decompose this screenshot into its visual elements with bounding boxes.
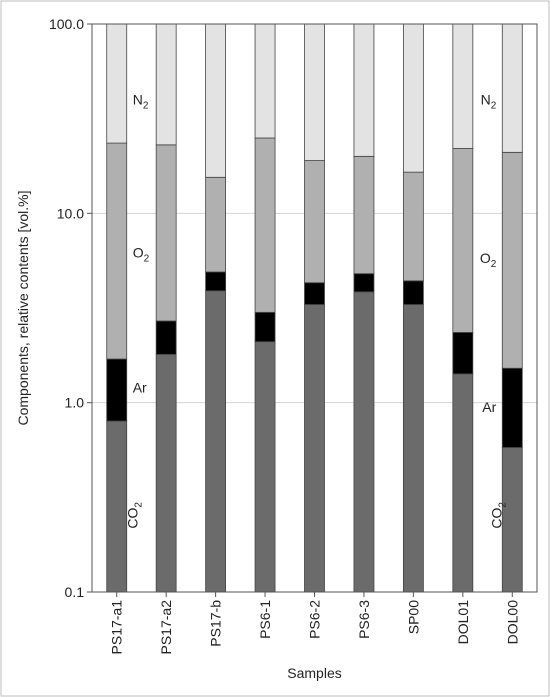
bar-segment-co2	[501, 447, 523, 593]
y-tick-label: 10.0	[57, 205, 84, 221]
bar-segment-o2	[106, 142, 128, 360]
x-tick-label: PS6-1	[257, 600, 273, 639]
x-tick-label: PS17-a1	[109, 600, 125, 655]
bar-segment-n2	[452, 23, 474, 149]
bar-segment-ar	[452, 332, 474, 375]
bar-segment-co2	[353, 291, 375, 593]
bar-segment-n2	[501, 23, 523, 153]
bar-segment-n2	[205, 23, 227, 178]
y-tick-label: 100.0	[49, 16, 84, 32]
bar-segment-co2	[452, 373, 474, 593]
bar-segment-co2	[205, 290, 227, 593]
bar-segment-ar	[353, 273, 375, 293]
bar-segment-ar	[205, 271, 227, 292]
bar-segment-o2	[205, 176, 227, 273]
bar-segment-ar	[254, 311, 276, 343]
segment-label-co2: CO2	[488, 502, 508, 529]
x-axis-ticks: PS17-a1 PS17-a2 PS17-b PS6-1 PS6-2 PS6-3 SP00 D…	[109, 592, 520, 655]
bar-segment-ar	[402, 280, 424, 305]
bar-segment-n2	[304, 23, 325, 161]
bar-segment-n2	[353, 23, 375, 157]
bar-segment-o2	[402, 171, 424, 282]
y-axis-title: Components, relative contents [vol.%]	[15, 190, 31, 425]
x-tick-label: PS17-a2	[158, 600, 174, 655]
x-tick-label: PS6-2	[307, 600, 323, 639]
bar-segment-n2	[402, 23, 424, 173]
x-tick-label: DOL01	[455, 600, 471, 645]
bar-segment-ar	[106, 358, 128, 422]
bar-segment-co2	[155, 353, 177, 593]
x-axis-title: Samples	[287, 665, 341, 681]
x-tick-label: PS17-b	[208, 600, 224, 647]
bar-segment-o2	[353, 155, 375, 275]
bar-segment-ar	[501, 367, 523, 448]
bars-layer	[106, 23, 523, 593]
segment-label-co2: CO2	[125, 502, 145, 529]
bar-segment-o2	[254, 137, 276, 313]
bar-segment-co2	[304, 304, 325, 593]
bar-segment-o2	[155, 144, 177, 322]
bar-segment-co2	[402, 304, 424, 593]
bar-segment-o2	[452, 148, 474, 333]
bar-segment-n2	[155, 23, 177, 146]
segment-label-ar: Ar	[482, 399, 496, 415]
x-tick-label: DOL00	[504, 600, 520, 645]
x-tick-label: SP00	[405, 600, 421, 634]
bar-segment-co2	[106, 420, 128, 593]
y-tick-label: 1.0	[65, 395, 85, 411]
segment-label-ar: Ar	[133, 380, 147, 396]
y-tick-label: 0.1	[65, 584, 85, 600]
bar-segment-o2	[501, 151, 523, 369]
bar-segment-n2	[254, 23, 276, 139]
y-axis-ticks: 0.1 1.0 10.0 100.0	[49, 16, 92, 600]
x-tick-label: PS6-3	[356, 600, 372, 639]
bar-segment-co2	[254, 341, 276, 593]
bar-segment-n2	[106, 23, 128, 144]
bar-segment-ar	[304, 282, 325, 305]
bar-segment-o2	[304, 160, 325, 284]
bar-segment-ar	[155, 320, 177, 355]
